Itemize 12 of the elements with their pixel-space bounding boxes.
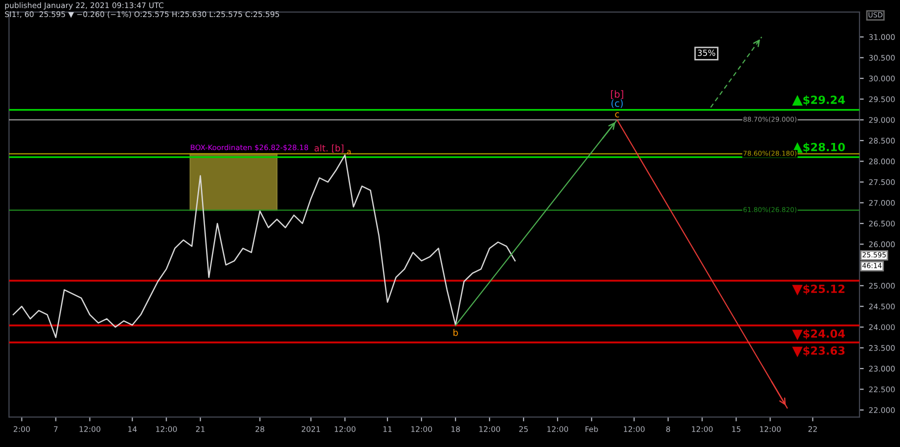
- line-series: [12, 154, 516, 338]
- annotation: [b]: [611, 90, 624, 99]
- annotation: alt. [b]: [314, 144, 344, 153]
- annotation: 35%: [698, 50, 716, 56]
- ref-line-label: $28.10: [803, 142, 845, 153]
- annotation: (c): [611, 99, 623, 108]
- annotation: b: [453, 328, 458, 336]
- ref-line-label: $24.04: [803, 329, 845, 340]
- ref-line-label: $25.12: [803, 284, 844, 294]
- ref-line-label: $23.63: [803, 346, 845, 356]
- ref-line-label: $29.24: [803, 95, 845, 106]
- annotation: c: [615, 112, 620, 118]
